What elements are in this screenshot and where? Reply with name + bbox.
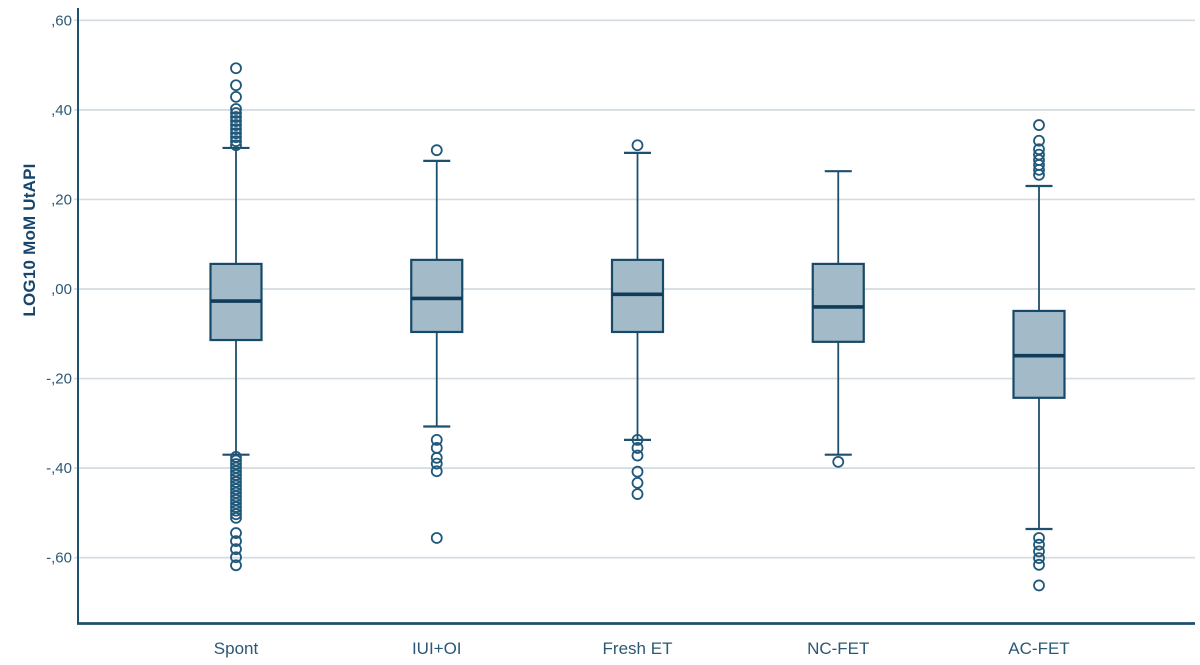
outlier-point (230, 504, 242, 517)
y-tick-label: ,40 (51, 102, 72, 119)
outlier-point (1033, 545, 1045, 558)
outlier-point (631, 488, 644, 500)
iqr-box (410, 258, 464, 334)
iqr-box (811, 262, 865, 343)
outlier-point (1033, 163, 1045, 176)
outlier-point (230, 103, 242, 115)
outlier-point (230, 508, 242, 521)
outlier-point (230, 90, 242, 103)
outlier-point (430, 465, 443, 478)
y-tick-label: ,00 (51, 281, 72, 298)
outlier-point (230, 127, 242, 140)
category-label: AC-FET (1008, 639, 1069, 658)
outlier-point (631, 433, 644, 446)
category-label: IUI+OI (412, 639, 462, 658)
category-label: Fresh ET (603, 639, 673, 658)
outlier-point (1033, 168, 1045, 181)
outlier-point (230, 543, 242, 556)
outlier-point (631, 442, 644, 454)
outlier-point (230, 559, 242, 572)
y-tick-label: ,20 (51, 191, 72, 208)
outlier-point (430, 451, 443, 464)
outlier-point (430, 144, 443, 157)
outlier-point (1033, 134, 1045, 147)
y-tick-label: -,20 (46, 371, 72, 388)
outlier-point (230, 135, 242, 148)
outlier-point (230, 551, 242, 564)
outlier-point (1033, 119, 1045, 131)
y-tick-label: -,60 (46, 550, 72, 567)
outlier-point (230, 79, 242, 92)
y-tick-label: -,40 (46, 460, 72, 477)
outlier-point (230, 111, 242, 123)
outlier-point (1033, 558, 1045, 571)
y-axis-title: LOG10 MoM UtAPI (20, 163, 39, 317)
outlier-point (631, 449, 644, 462)
y-tick-label: ,60 (51, 12, 72, 29)
outlier-point (1033, 532, 1045, 544)
outlier-point (430, 433, 443, 446)
outlier-point (230, 131, 242, 144)
outlier-point (230, 139, 242, 152)
outlier-point (430, 532, 443, 544)
outlier-point (1033, 579, 1045, 592)
outlier-point (631, 139, 644, 152)
outlier-point (230, 62, 242, 75)
outlier-point (230, 123, 242, 136)
outlier-point (1033, 538, 1045, 551)
outlier-point (832, 455, 845, 468)
outlier-point (230, 527, 242, 539)
outlier-point (230, 119, 242, 131)
outlier-point (230, 115, 242, 127)
category-label: Spont (214, 639, 259, 658)
outlier-point (230, 535, 242, 548)
outlier-point (631, 476, 644, 489)
outlier-point (1033, 552, 1045, 565)
category-label: NC-FET (807, 639, 869, 658)
outlier-point (430, 457, 443, 470)
outlier-point (631, 465, 644, 478)
outlier-point (230, 511, 242, 524)
outlier-point (230, 107, 242, 119)
